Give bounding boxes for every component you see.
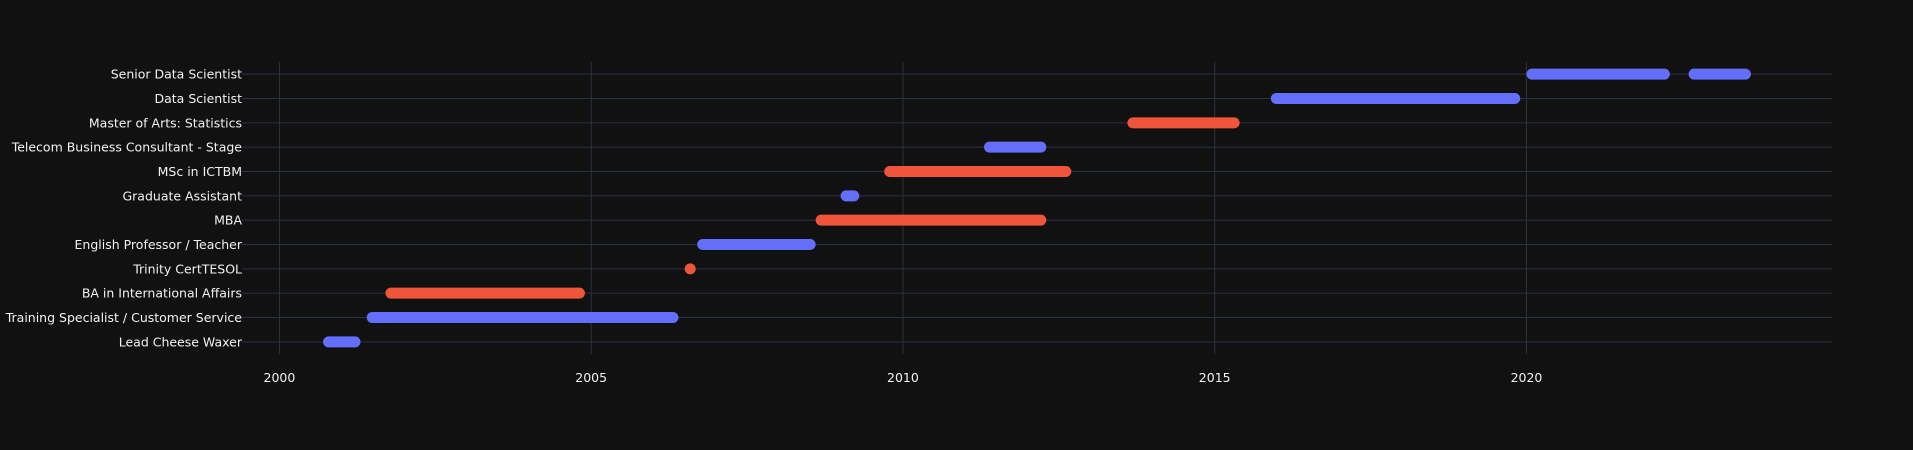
y-axis-labels: Lead Cheese Waxer Training Specialist / C… — [5, 67, 243, 350]
x-tick-label: 2000 — [264, 370, 296, 385]
task-bar — [684, 263, 696, 275]
task-bar — [1526, 68, 1670, 80]
y-category-label: BA in International Affairs — [82, 286, 242, 301]
task-bar — [1127, 117, 1240, 129]
x-gridlines — [278, 62, 1527, 354]
y-category-label: English Professor / Teacher — [75, 237, 243, 252]
task-bar — [323, 336, 361, 348]
task-bar — [815, 214, 1047, 226]
x-tick-label: 2010 — [887, 370, 919, 385]
y-category-label: Trinity CertTESOL — [132, 261, 242, 276]
x-tick-label: 2015 — [1199, 370, 1231, 385]
task-bar — [1270, 93, 1521, 104]
y-category-label: Telecom Business Consultant - Stage — [11, 140, 243, 155]
task-bars — [323, 68, 1751, 348]
task-bar — [385, 287, 585, 299]
task-bar — [1688, 68, 1751, 80]
y-category-label: Master of Arts: Statistics — [89, 115, 242, 130]
y-category-label: Training Specialist / Customer Service — [5, 310, 243, 325]
task-bar — [366, 312, 679, 323]
task-bar — [840, 190, 860, 202]
x-tick-label: 2005 — [575, 370, 607, 385]
task-bar — [884, 166, 1072, 177]
y-category-label: Data Scientist — [155, 91, 243, 106]
task-bar — [984, 141, 1047, 153]
x-axis-labels: 2000 2005 2010 2015 2020 — [264, 370, 1543, 385]
task-bar — [697, 239, 816, 250]
y-category-label: MSc in ICTBM — [158, 164, 242, 179]
y-category-label: Lead Cheese Waxer — [119, 334, 243, 349]
y-category-label: MBA — [214, 213, 242, 228]
y-category-label: Graduate Assistant — [122, 188, 242, 203]
y-category-label: Senior Data Scientist — [111, 67, 242, 82]
x-tick-label: 2020 — [1511, 370, 1543, 385]
